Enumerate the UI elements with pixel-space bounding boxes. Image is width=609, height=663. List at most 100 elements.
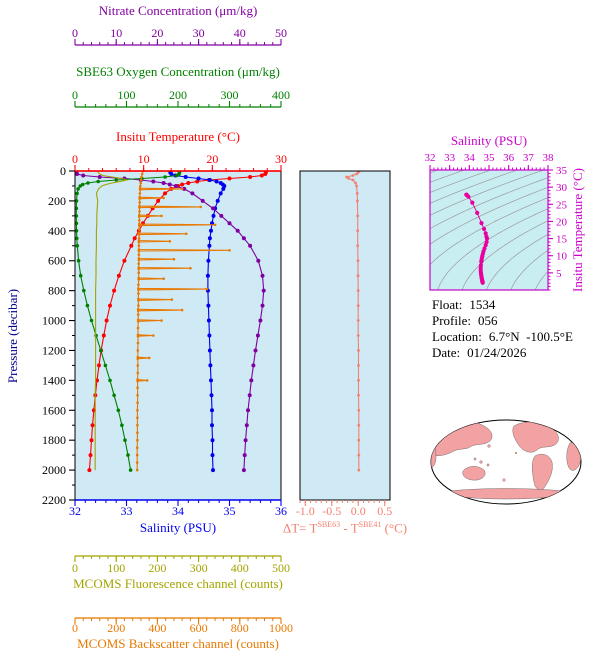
backscatter-axis-title: MCOMS Backscatter channel (counts): [77, 636, 279, 651]
nitrate-axis-title: Nitrate Concentration (μm/kg): [98, 3, 258, 18]
delta-t-title-pre: ΔT= T: [282, 520, 318, 536]
tick-label: 1000: [269, 621, 293, 635]
location-value: 6.7°N -100.5°E: [488, 329, 573, 344]
tick-label: 20: [556, 216, 568, 228]
oxygen-axis-title: SBE63 Oxygen Concentration (μm/kg): [76, 64, 280, 79]
tick-label: 400: [272, 88, 290, 102]
delta-plot-frame: [299, 170, 391, 501]
tick-label: 600: [48, 254, 66, 268]
series-backscatter: [135, 171, 231, 472]
tick-label: 1600: [42, 403, 66, 417]
tick-label: 0: [72, 88, 78, 102]
temperature-axis: 0 10 20 30: [72, 152, 287, 172]
tick-label: 10: [556, 251, 568, 263]
fluorescence-axis: 0 100 200 300 400 500: [72, 555, 290, 575]
profile-value: 056: [478, 313, 498, 328]
date-value: 01/24/2026: [467, 345, 527, 360]
tick-label: 200: [107, 621, 125, 635]
tick-label: 600: [190, 621, 208, 635]
tick-label: 33: [444, 152, 456, 164]
float-info: Float: 1534 Profile: 056 Location: 6.7°N -1…: [432, 297, 573, 361]
tick-label: 0: [72, 26, 78, 40]
isopycnal-contours: [430, 170, 548, 290]
ts-series: [464, 192, 490, 285]
float-info-row-float: Float: 1534: [432, 297, 573, 313]
delta-t-axis: -1.0 -0.5 0.0 0.5: [296, 500, 392, 518]
tick-label: -1.0: [296, 504, 315, 518]
tick-label: 200: [148, 561, 166, 575]
tick-label: 100: [107, 561, 125, 575]
tick-label: 800: [231, 621, 249, 635]
tick-label: 0: [60, 164, 66, 178]
main-plot-background: [75, 171, 281, 500]
tick-label: 10: [138, 152, 150, 166]
series-fluorescence: [94, 171, 129, 471]
tick-label: 1400: [42, 373, 66, 387]
tick-label: 40: [234, 26, 246, 40]
tick-label: 100: [118, 88, 136, 102]
float-info-row-location: Location: 6.7°N -100.5°E: [432, 329, 573, 345]
date-label: Date:: [432, 345, 461, 360]
fluorescence-axis-title: MCOMS Fluorescence channel (counts): [73, 576, 283, 591]
backscatter-axis: 0 200 400 600 800 1000: [72, 617, 293, 635]
tick-label: 30: [193, 26, 205, 40]
location-label: Location:: [432, 329, 482, 344]
tick-label: 1800: [42, 433, 66, 447]
float-info-row-profile: Profile: 056: [432, 313, 573, 329]
tick-label: 15: [556, 234, 568, 246]
tick-label: 300: [221, 88, 239, 102]
tick-label: 30: [556, 182, 568, 194]
tick-label: 0: [72, 152, 78, 166]
tick-label: 32: [425, 152, 436, 164]
delta-t-title-mid: - T: [340, 520, 359, 536]
tick-label: 400: [48, 224, 66, 238]
ts-axes: 32 33 34 35 36 37 38 5 10 15 20 25 30 35: [425, 152, 568, 291]
tick-label: 36: [503, 152, 515, 164]
tick-label: 800: [48, 284, 66, 298]
series-oxygen: [75, 171, 182, 472]
oxygen-axis: 0 100 200 300 400: [72, 88, 290, 108]
world-map: [430, 419, 582, 505]
tick-label: 0.0: [351, 504, 366, 518]
tick-label: 50: [275, 26, 287, 40]
tick-label: 200: [48, 194, 66, 208]
pressure-axis: 0 200 400 600 800 1000 1200 1400 1600 1800 2000 220…: [42, 164, 75, 507]
tick-label: 2200: [42, 493, 66, 507]
delta-t-title-post: (°C): [381, 520, 408, 536]
temperature-axis-title: Insitu Temperature (°C): [116, 129, 240, 144]
profile-series: [75, 171, 268, 473]
float-info-row-date: Date: 01/24/2026: [432, 345, 573, 361]
tick-label: 35: [224, 504, 236, 518]
tick-label: 500: [272, 561, 290, 575]
tick-label: 10: [110, 26, 122, 40]
float-value: 1534: [469, 297, 496, 312]
series-nitrate: [75, 171, 266, 473]
tick-label: 5: [556, 268, 562, 280]
tick-label: 35: [556, 165, 568, 177]
tick-label: 400: [148, 621, 166, 635]
delta-t-title-sup2: SBE41: [358, 520, 382, 529]
tick-label: 33: [121, 504, 133, 518]
tick-label: 25: [556, 199, 568, 211]
tick-label: 1200: [42, 343, 66, 357]
nitrate-axis: 0 10 20 30 40 50: [72, 26, 287, 46]
tick-label: 300: [190, 561, 208, 575]
tick-label: 400: [231, 561, 249, 575]
tick-label: 20: [151, 26, 163, 40]
series-salinity: [168, 171, 227, 473]
delta-plot-background: [300, 171, 390, 500]
float-label: Float:: [432, 297, 463, 312]
tick-label: 35: [484, 152, 496, 164]
tick-label: 20: [206, 152, 218, 166]
tick-label: 0: [72, 621, 78, 635]
delta-t-axis-title: ΔT= TSBE63 - TSBE41 (°C): [283, 520, 407, 536]
tick-label: 36: [275, 504, 287, 518]
tick-label: 34: [464, 152, 476, 164]
ts-temperature-axis-title: Insitu Temperature (°C): [570, 168, 585, 292]
tick-label: 1000: [42, 314, 66, 328]
salinity-axis: 32 33 34 35 36: [69, 500, 287, 518]
tick-label: 2000: [42, 463, 66, 477]
salinity-axis-title: Salinity (PSU): [139, 520, 217, 535]
